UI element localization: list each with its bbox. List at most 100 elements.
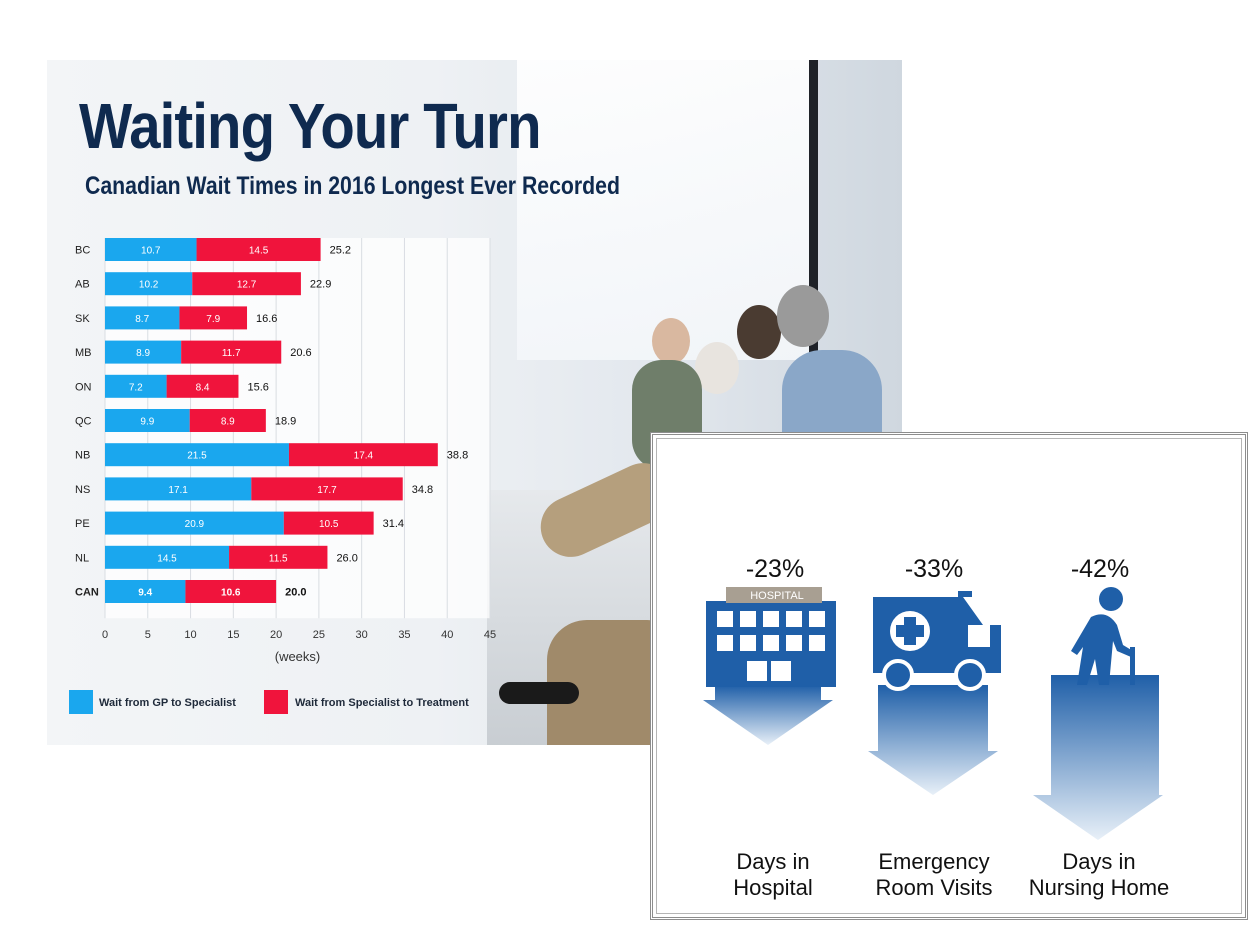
caption-hospital-line2: Hospital [733, 875, 813, 900]
bar-value-label: 8.9 [136, 348, 150, 359]
bar-value-label: 12.7 [237, 280, 257, 291]
bar-specialist-to-treatment [185, 580, 277, 603]
wait-times-infographic: Waiting Your Turn Canadian Wait Times in… [47, 60, 902, 745]
person-head [777, 285, 829, 347]
bar-specialist-to-treatment [283, 511, 374, 535]
hospital-sign-text: HOSPITAL [750, 590, 804, 602]
legend-swatch-gp [69, 690, 93, 714]
bar-total-label: 22.9 [310, 279, 331, 291]
bar-total-label: 20.0 [285, 587, 306, 599]
caption-hospital-line1: Days in [736, 849, 810, 874]
infographic-subtitle: Canadian Wait Times in 2016 Longest Ever… [85, 172, 620, 200]
x-axis-label: (weeks) [275, 649, 321, 664]
legend-label-gp: Wait from GP to Specialist [99, 697, 236, 709]
x-tick-label: 10 [184, 629, 196, 641]
ambulance-icon [868, 591, 1001, 795]
reduction-stats-panel: -23% HOSPITAL Days in Hospital -33% [650, 432, 1248, 920]
bar-value-label: 20.9 [185, 519, 205, 530]
category-label: AB [75, 279, 90, 291]
stat-nursing-days: -42% [1070, 555, 1130, 583]
bar-value-label: 14.5 [249, 246, 269, 257]
category-label: SK [75, 313, 90, 325]
bar-specialist-to-treatment [251, 477, 403, 501]
bar-total-label: 31.4 [383, 518, 404, 530]
person-head [737, 305, 781, 359]
bar-specialist-to-treatment [166, 374, 239, 398]
bar-value-label: 8.9 [221, 417, 235, 428]
bar-value-label: 9.9 [140, 417, 154, 428]
person-head [652, 318, 690, 364]
x-tick-label: 30 [356, 629, 368, 641]
bar-gp-to-specialist [105, 374, 167, 398]
caption-nursing: Days in Nursing Home [999, 849, 1199, 901]
category-label: NL [75, 552, 89, 564]
bar-value-label: 14.5 [157, 553, 177, 564]
category-label: BC [75, 245, 90, 257]
category-label: QC [75, 416, 92, 428]
bar-gp-to-specialist [105, 477, 252, 501]
bar-total-label: 18.9 [275, 416, 296, 428]
bar-gp-to-specialist [105, 409, 190, 432]
x-tick-label: 40 [441, 629, 453, 641]
bar-gp-to-specialist [105, 511, 284, 535]
x-tick-label: 15 [227, 629, 239, 641]
bar-specialist-to-treatment [288, 443, 438, 467]
bar-gp-to-specialist [105, 545, 230, 569]
bar-total-label: 16.6 [256, 313, 277, 325]
bar-value-label: 17.1 [168, 485, 188, 496]
infographic-title: Waiting Your Turn [79, 90, 541, 162]
caption-er: Emergency Room Visits [834, 849, 1034, 901]
bar-value-label: 17.7 [317, 485, 337, 496]
x-tick-label: 35 [398, 629, 410, 641]
bar-gp-to-specialist [105, 443, 289, 467]
bar-value-label: 10.5 [319, 519, 339, 530]
shoe [499, 682, 579, 704]
bar-gp-to-specialist [105, 306, 180, 330]
bar-gp-to-specialist [105, 580, 186, 603]
bar-value-label: 7.2 [129, 382, 143, 393]
bar-value-label: 8.4 [196, 382, 210, 393]
stat-hospital-days: -23% [745, 555, 805, 583]
bar-total-label: 15.6 [247, 381, 268, 393]
bar-specialist-to-treatment [196, 238, 321, 261]
category-label: CAN [75, 587, 99, 599]
stat-er-visits: -33% [904, 555, 964, 583]
x-tick-label: 5 [145, 629, 151, 641]
bar-value-label: 7.9 [206, 314, 220, 325]
caption-nursing-line1: Days in [1062, 849, 1136, 874]
bar-gp-to-specialist [105, 340, 182, 364]
x-tick-label: 0 [102, 629, 108, 641]
x-tick-label: 45 [484, 629, 496, 641]
bar-value-label: 9.4 [138, 588, 152, 599]
bar-total-label: 26.0 [336, 552, 357, 564]
category-label: PE [75, 518, 90, 530]
caption-er-line2: Room Visits [875, 875, 993, 900]
category-label: ON [75, 381, 92, 393]
hospital-icon: HOSPITAL [703, 587, 836, 745]
bar-specialist-to-treatment [189, 409, 266, 432]
bar-value-label: 10.2 [139, 280, 159, 291]
bar-specialist-to-treatment [181, 340, 282, 364]
elderly-person-icon [1033, 587, 1163, 840]
person-head [695, 342, 739, 394]
bar-value-label: 10.7 [141, 246, 161, 257]
x-tick-label: 20 [270, 629, 282, 641]
bar-value-label: 10.6 [221, 588, 241, 599]
legend-label-treatment: Wait from Specialist to Treatment [295, 697, 469, 709]
bar-specialist-to-treatment [179, 306, 248, 330]
caption-hospital: Days in Hospital [673, 849, 873, 901]
down-arrow-icon [868, 685, 998, 795]
bar-specialist-to-treatment [229, 545, 328, 569]
bar-total-label: 25.2 [330, 245, 351, 257]
bar-total-label: 34.8 [412, 484, 433, 496]
bar-gp-to-specialist [105, 238, 197, 261]
caption-nursing-line2: Nursing Home [1028, 875, 1170, 900]
bar-value-label: 17.4 [354, 451, 374, 462]
down-arrow-icon [1033, 675, 1163, 840]
category-label: MB [75, 347, 92, 359]
bar-gp-to-specialist [105, 272, 193, 296]
bar-value-label: 11.7 [222, 348, 241, 359]
window-frame [809, 60, 818, 420]
bar-value-label: 8.7 [135, 314, 149, 325]
category-label: NB [75, 450, 90, 462]
